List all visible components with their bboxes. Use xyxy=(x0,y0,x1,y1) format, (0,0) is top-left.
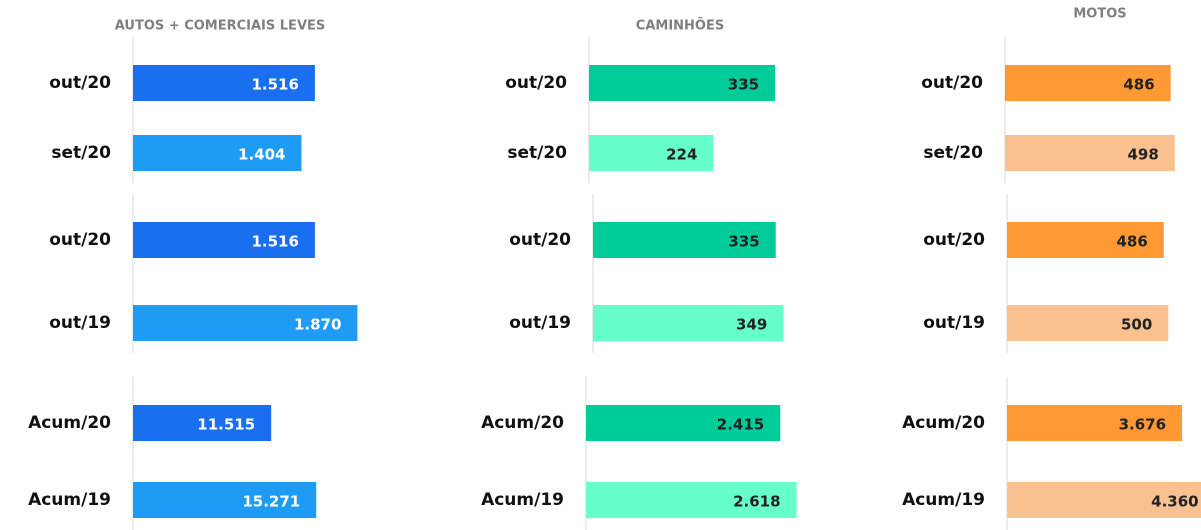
bar xyxy=(1005,135,1175,171)
value-label: 4.360 xyxy=(1151,493,1198,511)
category-label: Acum/20 xyxy=(481,413,564,433)
value-label: 349 xyxy=(736,316,767,334)
category-label: set/20 xyxy=(51,143,111,163)
category-label: out/19 xyxy=(509,313,571,333)
bar xyxy=(586,482,797,518)
value-label: 15.271 xyxy=(242,493,300,511)
category-label: set/20 xyxy=(923,143,983,163)
value-label: 1.516 xyxy=(251,76,298,94)
category-label: out/20 xyxy=(49,230,111,250)
bar xyxy=(133,65,315,101)
value-label: 1.516 xyxy=(251,233,298,251)
bar xyxy=(1007,305,1169,341)
category-label: out/20 xyxy=(505,73,567,93)
bar xyxy=(133,405,272,441)
value-label: 486 xyxy=(1116,233,1147,251)
value-label: 2.618 xyxy=(733,493,780,511)
category-label: Acum/19 xyxy=(902,490,985,510)
bar xyxy=(1007,222,1164,258)
value-label: 3.676 xyxy=(1119,416,1166,434)
bar xyxy=(1007,405,1183,441)
category-label: Acum/20 xyxy=(902,413,985,433)
value-label: 224 xyxy=(666,146,697,164)
bar xyxy=(593,222,776,258)
category-label: out/19 xyxy=(49,313,111,333)
category-label: Acum/19 xyxy=(481,490,564,510)
bar xyxy=(133,222,315,258)
value-label: 335 xyxy=(728,233,759,251)
category-label: out/19 xyxy=(923,313,985,333)
category-label: set/20 xyxy=(507,143,567,163)
bar xyxy=(586,405,781,441)
category-label: out/20 xyxy=(921,73,983,93)
bar xyxy=(593,305,784,341)
chart-title: AUTOS + COMERCIAIS LEVES xyxy=(115,19,326,34)
bar xyxy=(133,135,302,171)
value-label: 1.404 xyxy=(238,146,285,164)
value-label: 1.870 xyxy=(294,316,341,334)
category-label: out/20 xyxy=(49,73,111,93)
value-label: 11.515 xyxy=(197,416,255,434)
category-label: out/20 xyxy=(923,230,985,250)
category-label: Acum/20 xyxy=(28,413,111,433)
value-label: 486 xyxy=(1123,76,1154,94)
chart-title: CAMINHÕES xyxy=(636,18,724,34)
bar xyxy=(589,65,776,101)
category-label: Acum/19 xyxy=(28,490,111,510)
bar xyxy=(1007,482,1201,518)
bar xyxy=(133,482,317,518)
bar xyxy=(133,305,358,341)
bar xyxy=(1005,65,1171,101)
value-label: 500 xyxy=(1121,316,1152,334)
value-label: 2.415 xyxy=(717,416,764,434)
category-label: out/20 xyxy=(509,230,571,250)
value-label: 498 xyxy=(1127,146,1158,164)
value-label: 335 xyxy=(728,76,759,94)
chart-title: MOTOS xyxy=(1073,7,1126,22)
bar xyxy=(589,135,714,171)
